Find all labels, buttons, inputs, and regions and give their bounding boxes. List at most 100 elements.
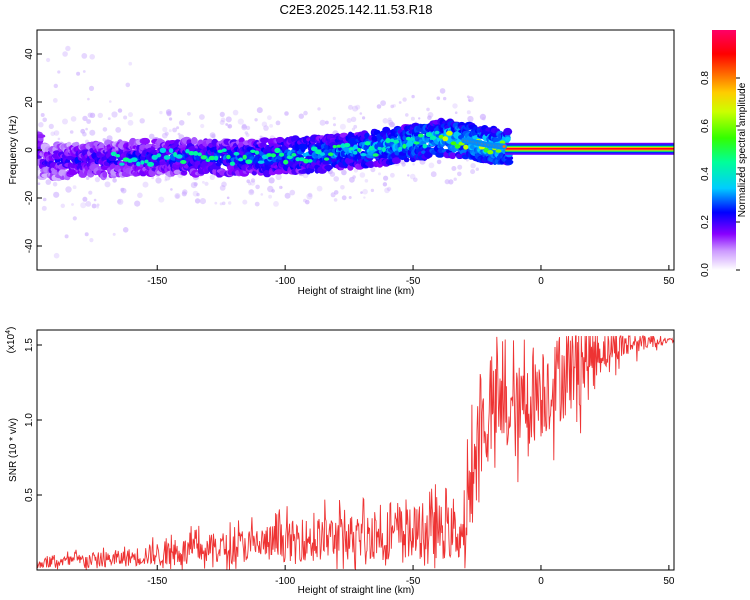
spectrogram-speckle	[94, 177, 100, 183]
spectrogram-speckle	[53, 83, 58, 89]
spectrogram-speckle	[453, 177, 457, 181]
spectrogram-speckle	[470, 163, 476, 169]
spectrogram-speckle	[457, 171, 462, 177]
spectrogram-speckle	[359, 112, 363, 115]
spectrogram-speckle	[64, 234, 69, 239]
spectrogram-speckle	[246, 179, 251, 184]
spectrogram-cell	[324, 164, 333, 170]
spectrogram-core	[429, 135, 437, 140]
spectrogram-core	[175, 154, 183, 159]
spectrogram-speckle	[182, 189, 188, 195]
colorbar-tick-label: 0.0	[700, 263, 711, 277]
spectrogram-speckle	[89, 54, 95, 60]
spectrogram-marks	[37, 45, 674, 259]
spectrogram-speckle	[364, 179, 369, 183]
spectrogram-speckle	[402, 97, 407, 102]
x-tick-label: 0	[538, 276, 544, 287]
spectrogram-core	[398, 146, 403, 151]
spectrogram-speckle	[85, 176, 90, 180]
spectrogram-speckle	[181, 191, 187, 197]
spectrogram-core	[283, 159, 289, 165]
spectrogram-speckle	[466, 158, 469, 162]
spectrogram-speckle	[268, 177, 275, 184]
spectrogram-speckle	[439, 88, 446, 94]
colorbar-tick-label: 0.4	[700, 167, 711, 181]
snr-series-line	[37, 335, 674, 570]
spectrogram-speckle	[398, 101, 402, 104]
spectrogram-speckle	[82, 131, 87, 137]
spectrogram-speckle	[457, 164, 463, 170]
spectrogram-speckle	[333, 198, 338, 202]
spectrogram-speckle	[353, 168, 358, 173]
spectrogram-speckle	[200, 123, 205, 129]
spectrogram-speckle	[115, 126, 122, 133]
spectrogram-core	[405, 136, 412, 141]
spectrogram-speckle	[269, 124, 273, 128]
spectrogram-speckle	[348, 104, 353, 110]
spectrogram-speckle	[242, 199, 248, 205]
spectrogram-speckle	[306, 193, 313, 200]
spectrogram-speckle	[88, 85, 95, 91]
spectrogram-speckle	[42, 117, 47, 123]
spectrogram-speckle	[479, 113, 486, 120]
spectrogram-speckle	[273, 201, 279, 207]
spectrogram-speckle	[221, 181, 227, 188]
spectrogram-core	[438, 134, 444, 139]
spectrogram-speckle	[360, 191, 363, 194]
spectrogram-speckle	[468, 99, 471, 102]
spectrogram-y-axis-title: Frequency (Hz)	[8, 116, 19, 185]
spectrogram-speckle	[127, 119, 134, 126]
spectrogram-speckle	[392, 104, 396, 108]
spectrogram-speckle	[248, 189, 255, 196]
spectrogram-speckle	[117, 108, 123, 113]
spectrogram-speckle	[128, 61, 133, 66]
spectrogram-speckle	[122, 227, 129, 233]
spectrogram-core	[377, 146, 382, 151]
spectrogram-speckle	[120, 187, 127, 194]
spectrogram-speckle	[57, 70, 61, 74]
spectrogram-core	[159, 147, 167, 153]
spectrogram-core	[332, 145, 337, 149]
y-tick-label: -20	[24, 190, 35, 205]
spectrogram-speckle	[174, 193, 181, 199]
spectrogram-cell	[504, 159, 514, 165]
spectrogram-speckle	[89, 112, 96, 119]
spectrogram-speckle	[359, 172, 366, 178]
spectrogram-speckle	[418, 117, 421, 120]
spectrogram-speckle	[410, 116, 415, 121]
spectrogram-speckle	[444, 179, 450, 185]
x-tick-label: -150	[147, 276, 167, 287]
spectrogram-speckle	[467, 115, 474, 123]
spectrogram-speckle	[378, 172, 381, 176]
spectrogram-speckle	[37, 182, 41, 185]
spectrogram-core	[381, 146, 386, 152]
spectrogram-speckle	[80, 202, 87, 209]
spectrogram-speckle	[303, 110, 308, 116]
spectrogram-speckle	[199, 114, 205, 120]
colorbar-tick-label: 0.6	[700, 119, 711, 133]
spectrogram-core	[217, 149, 223, 153]
snr-y-scale-note: (x104)	[5, 327, 17, 354]
spectrogram-tone-band	[505, 148, 674, 150]
spectrogram-speckle	[350, 116, 357, 123]
spectrogram-speckle	[245, 133, 250, 137]
spectrogram-speckle	[284, 111, 289, 116]
spectrogram-speckle	[382, 182, 388, 187]
spectrogram-speckle	[436, 96, 441, 100]
spectrogram-cell	[298, 143, 308, 150]
spectrogram-y-ticks: 40 20 0 -20 -40	[24, 48, 42, 253]
y-tick-label: 1.0	[24, 413, 35, 427]
spectrogram-speckle	[221, 201, 226, 206]
spectrogram-core	[163, 155, 171, 160]
spectrogram-speckle	[84, 232, 89, 237]
spectrogram-speckle	[142, 181, 149, 188]
spectrogram-speckle	[426, 107, 430, 112]
y-tick-label: 20	[24, 96, 35, 108]
spectrogram-speckle	[111, 111, 118, 118]
spectrogram-core	[368, 145, 375, 151]
spectrogram-speckle	[268, 194, 272, 199]
spectrogram-speckle	[411, 94, 415, 99]
spectrogram-speckle	[190, 182, 197, 189]
spectrogram-core	[226, 154, 231, 160]
spectrogram-speckle	[158, 196, 165, 203]
